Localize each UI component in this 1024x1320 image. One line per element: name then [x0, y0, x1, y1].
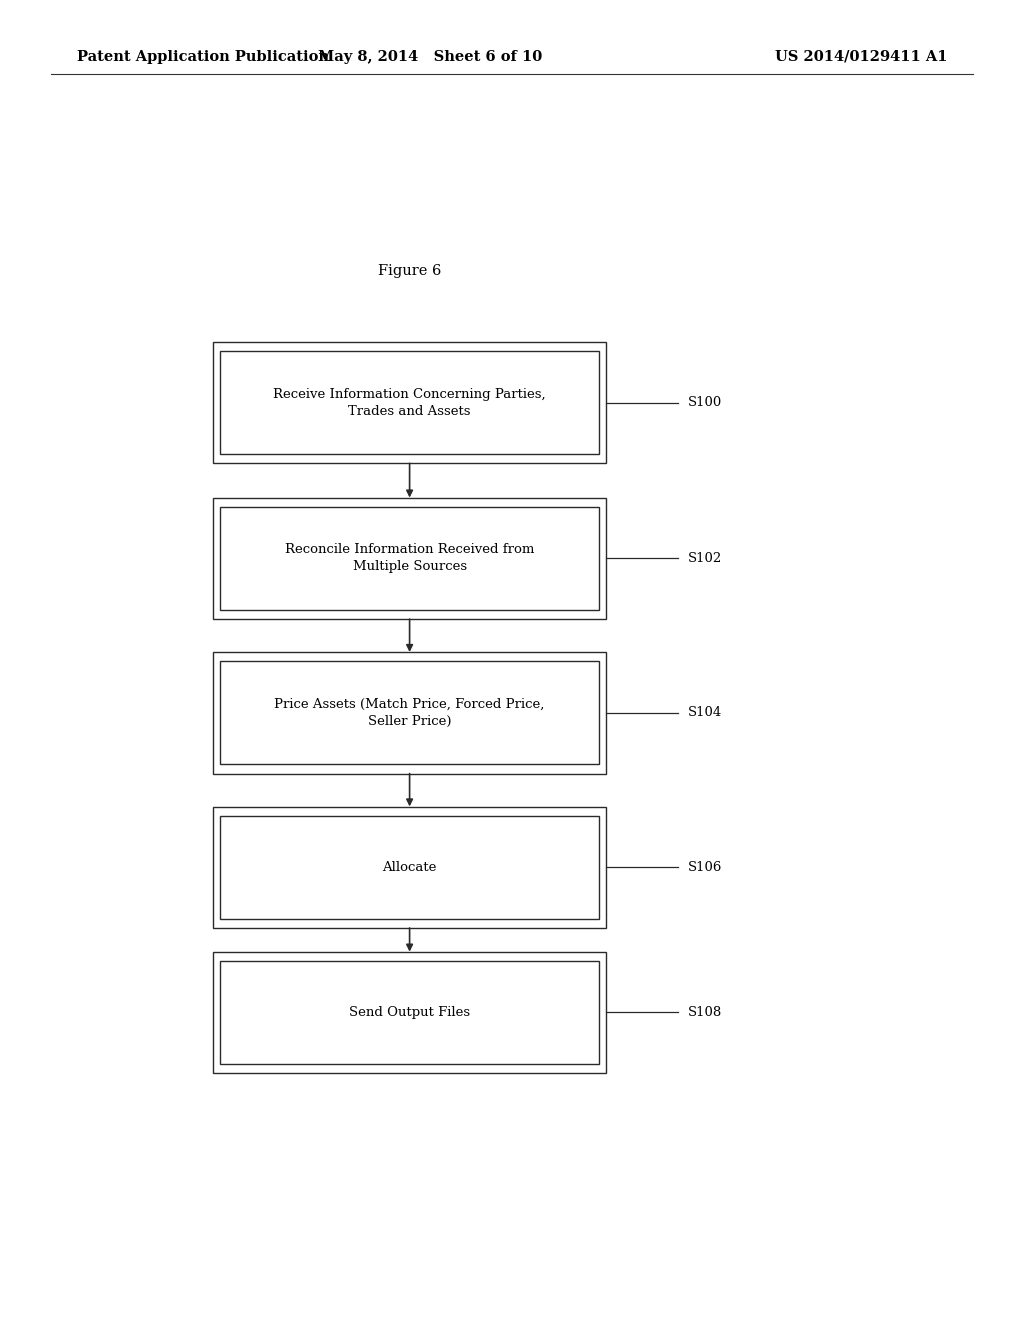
Text: US 2014/0129411 A1: US 2014/0129411 A1	[775, 50, 947, 63]
Text: Figure 6: Figure 6	[378, 264, 441, 277]
Bar	[213, 342, 606, 463]
Text: S108: S108	[688, 1006, 722, 1019]
Text: Receive Information Concerning Parties,
Trades and Assets: Receive Information Concerning Parties, …	[273, 388, 546, 417]
Bar	[220, 507, 599, 610]
Bar	[213, 807, 606, 928]
Bar	[213, 652, 606, 774]
Text: S100: S100	[688, 396, 722, 409]
Text: Price Assets (Match Price, Forced Price,
Seller Price): Price Assets (Match Price, Forced Price,…	[274, 698, 545, 727]
Bar	[213, 952, 606, 1073]
Text: S104: S104	[688, 706, 722, 719]
Bar	[220, 351, 599, 454]
Bar	[220, 816, 599, 919]
Text: S102: S102	[688, 552, 722, 565]
Bar	[213, 498, 606, 619]
Bar	[220, 661, 599, 764]
Bar	[220, 961, 599, 1064]
Text: Patent Application Publication: Patent Application Publication	[77, 50, 329, 63]
Text: Allocate: Allocate	[382, 861, 437, 874]
Text: Send Output Files: Send Output Files	[349, 1006, 470, 1019]
Text: Reconcile Information Received from
Multiple Sources: Reconcile Information Received from Mult…	[285, 544, 535, 573]
Text: May 8, 2014   Sheet 6 of 10: May 8, 2014 Sheet 6 of 10	[318, 50, 542, 63]
Text: S106: S106	[688, 861, 723, 874]
